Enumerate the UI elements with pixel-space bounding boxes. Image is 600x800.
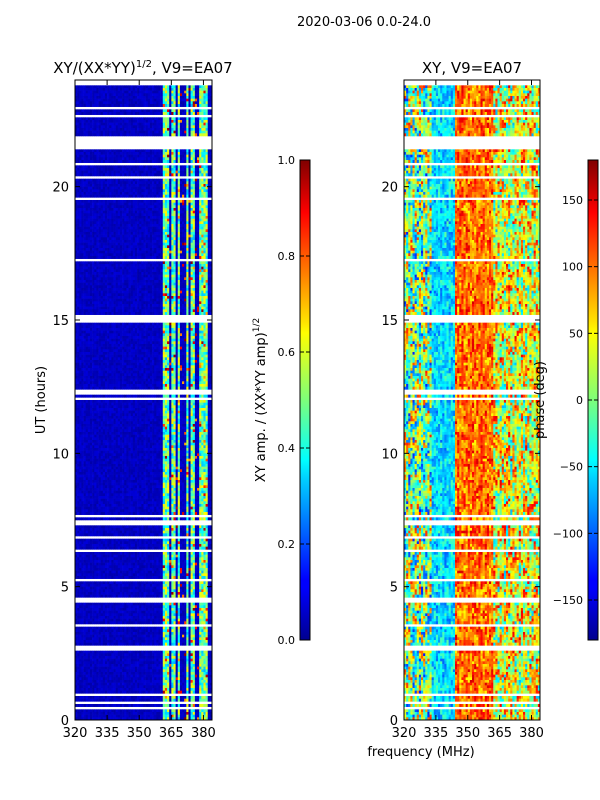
colorbar-tick-label: 0.0 — [278, 634, 296, 647]
amplitude-axes: 320 335 350 365 380 0 5 10 15 20 — [52, 80, 216, 741]
colorbar-tick-label: 0.8 — [278, 250, 296, 263]
amplitude-colorbar: 0.0 0.2 0.4 0.6 0.8 1.0 XY amp. / (XX*YY amp)… — [252, 154, 311, 647]
x-tick-label: 380 — [519, 726, 544, 741]
phase-colorbar: −150 −100 −50 0 50 100 150 phase (deg) — [533, 159, 599, 641]
colorbar-tick-label: 100 — [562, 261, 583, 274]
x-tick-label: 350 — [455, 726, 480, 741]
phase-plot-frame — [403, 79, 541, 721]
x-tick-label: 350 — [127, 726, 152, 741]
y-tick-label: 20 — [52, 181, 69, 196]
y-tick-label: 0 — [61, 714, 69, 729]
y-tick-label: 10 — [381, 447, 398, 462]
phase-colorbar-label: phase (deg) — [533, 361, 548, 439]
colorbar-tick-label: 50 — [569, 327, 583, 340]
y-tick-label: 5 — [390, 581, 398, 596]
colorbar-tick-label: 1.0 — [278, 154, 296, 167]
phase-axes: 320 335 350 365 380 0 5 10 15 20 — [381, 80, 544, 741]
phase-panel-title: XY, V9=EA07 — [422, 59, 522, 77]
phase-heatmap — [404, 85, 540, 720]
colorbar-tick-label: −50 — [560, 461, 583, 474]
x-tick-label: 365 — [159, 726, 184, 741]
x-tick-label: 380 — [191, 726, 216, 741]
x-tick-label: 320 — [63, 726, 88, 741]
x-tick-label: 365 — [487, 726, 512, 741]
y-tick-label: 0 — [390, 714, 398, 729]
x-axis-label: frequency (MHz) — [367, 745, 474, 760]
colorbar-tick-label: 0 — [576, 394, 583, 407]
x-tick-label: 335 — [95, 726, 120, 741]
colorbar-tick-label: 0.2 — [278, 538, 296, 551]
amplitude-heatmap — [75, 85, 212, 720]
y-tick-label: 20 — [381, 181, 398, 196]
colorbar-tick-label: −100 — [553, 527, 583, 540]
amplitude-colorbar-label: XY amp. / (XX*YY amp)1/2 — [252, 318, 269, 482]
x-tick-label: 335 — [423, 726, 448, 741]
y-tick-label: 10 — [52, 447, 69, 462]
colorbar-tick-label: −150 — [553, 594, 583, 607]
amplitude-panel-title: XY/(XX*YY)1/2, V9=EA07 — [53, 59, 232, 77]
x-tick-label: 320 — [392, 726, 417, 741]
colorbar-tick-label: 0.4 — [278, 442, 296, 455]
amplitude-colorbar-gradient — [299, 159, 311, 641]
figure-title: 2020-03-06 0.0-24.0 — [297, 15, 431, 30]
amplitude-plot-frame — [74, 79, 213, 721]
colorbar-tick-label: 150 — [562, 194, 583, 207]
phase-panel: XY, V9=EA07 320 335 350 365 380 0 5 10 15 20 — [381, 59, 543, 741]
y-tick-label: 5 — [61, 581, 69, 596]
amplitude-panel: XY/(XX*YY)1/2, V9=EA07 320 335 350 365 380 0 5… — [34, 59, 233, 741]
colorbar-tick-label: 0.6 — [278, 346, 296, 359]
amplitude-y-axis-label: UT (hours) — [34, 366, 49, 434]
y-tick-label: 15 — [52, 314, 69, 329]
y-tick-label: 15 — [381, 314, 398, 329]
